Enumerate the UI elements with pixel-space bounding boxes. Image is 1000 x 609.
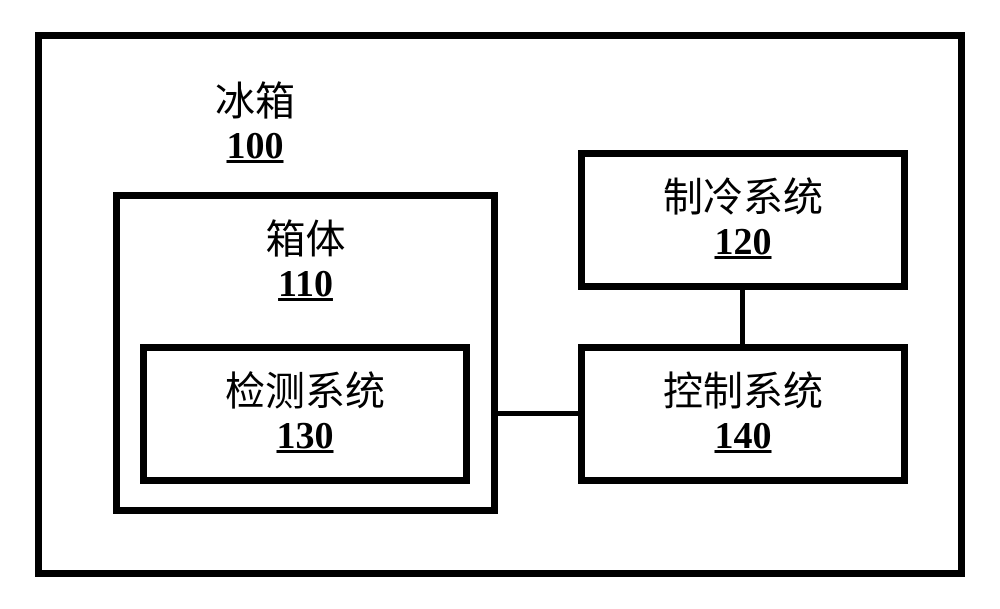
block-detection-text-cn: 检测系统 <box>225 369 385 415</box>
diagram-title: 冰箱 100 <box>155 74 355 174</box>
connector-cabinet-control <box>498 411 578 416</box>
block-cooling-text-num: 120 <box>715 221 772 265</box>
title-text-num: 100 <box>227 125 284 169</box>
block-cabinet-title: 箱体 110 <box>120 217 491 307</box>
block-cabinet-text-cn: 箱体 <box>266 217 346 263</box>
block-detection-text-num: 130 <box>277 415 334 459</box>
diagram-stage: 冰箱 100 箱体 110 检测系统 130 制冷系统 120 控制系统 140 <box>0 0 1000 609</box>
block-cooling-text-cn: 制冷系统 <box>663 175 823 221</box>
block-control-text-num: 140 <box>715 415 772 459</box>
block-cooling: 制冷系统 120 <box>578 150 908 290</box>
block-cabinet-text-num: 110 <box>278 263 333 307</box>
block-control-text-cn: 控制系统 <box>663 369 823 415</box>
connector-cooling-control <box>740 290 745 344</box>
block-control: 控制系统 140 <box>578 344 908 484</box>
title-text-cn: 冰箱 <box>215 79 295 125</box>
block-detection: 检测系统 130 <box>140 344 470 484</box>
